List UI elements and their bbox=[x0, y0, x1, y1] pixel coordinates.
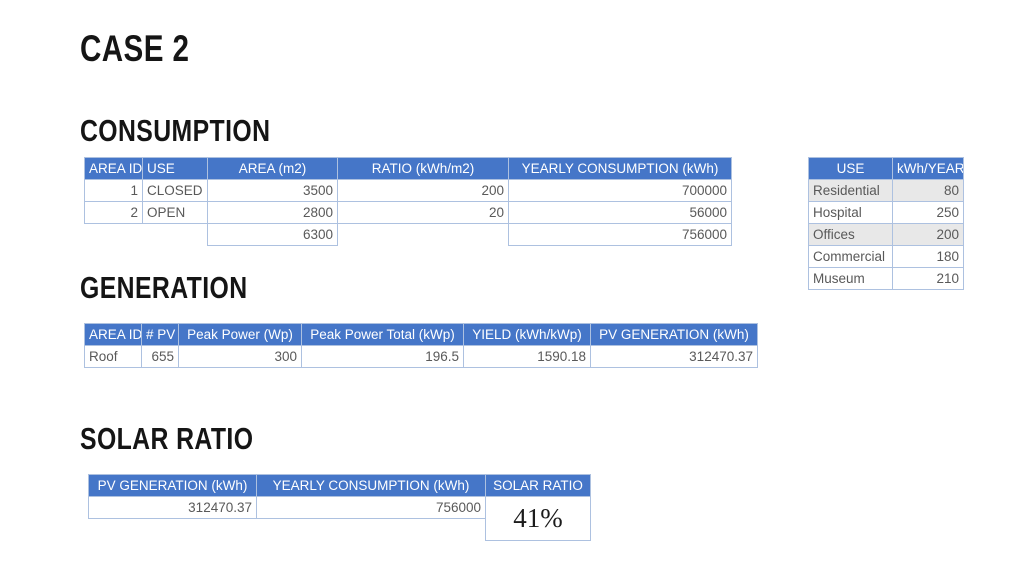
consumption-header-row: AREA ID USE AREA (m2) RATIO (kWh/m2) YEA… bbox=[84, 157, 732, 180]
consumption-heading: CONSUMPTION bbox=[80, 115, 318, 146]
generation-heading-text: GENERATION bbox=[80, 270, 248, 305]
page-title: CASE 2 bbox=[80, 30, 217, 67]
cell-use: CLOSED bbox=[142, 179, 208, 202]
cell-yield: 1590.18 bbox=[463, 345, 591, 368]
col-header-area: AREA (m2) bbox=[207, 157, 338, 180]
col-header-use: USE bbox=[808, 157, 893, 180]
col-header-area-id: AREA ID bbox=[84, 323, 142, 346]
generation-header-row: AREA ID # PV Peak Power (Wp) Peak Power … bbox=[84, 323, 758, 346]
generation-table: AREA ID # PV Peak Power (Wp) Peak Power … bbox=[84, 323, 758, 368]
table-row: 1 CLOSED 3500 200 700000 bbox=[84, 179, 732, 202]
cell-ratio: 20 bbox=[337, 201, 509, 224]
cell-yearly-total: 756000 bbox=[508, 223, 732, 246]
col-header-solar-ratio: SOLAR RATIO bbox=[485, 474, 591, 497]
cell-ratio: 200 bbox=[337, 179, 509, 202]
empty-cell bbox=[89, 519, 257, 541]
col-header-use: USE bbox=[142, 157, 208, 180]
cell-kwh-year: 210 bbox=[892, 267, 964, 290]
col-header-yearly-consumption: YEARLY CONSUMPTION (kWh) bbox=[256, 474, 486, 497]
cell-peak-power-total: 196.5 bbox=[301, 345, 464, 368]
col-header-kwh-year: kWh/YEAR bbox=[892, 157, 964, 180]
col-header-ratio: RATIO (kWh/m2) bbox=[337, 157, 509, 180]
consumption-table: AREA ID USE AREA (m2) RATIO (kWh/m2) YEA… bbox=[84, 157, 732, 246]
cell-pv-generation: 312470.37 bbox=[590, 345, 758, 368]
col-header-pv-generation: PV GENERATION (kWh) bbox=[88, 474, 257, 497]
cell-kwh-year: 80 bbox=[892, 179, 964, 202]
empty-cell bbox=[85, 224, 143, 246]
table-row: Offices 200 bbox=[808, 223, 964, 246]
cell-area-id: 2 bbox=[84, 201, 143, 224]
cell-use: OPEN bbox=[142, 201, 208, 224]
empty-cell bbox=[143, 224, 208, 246]
cell-area-id: Roof bbox=[84, 345, 142, 368]
col-header-num-pv: # PV bbox=[141, 323, 179, 346]
empty-cell bbox=[257, 519, 486, 541]
use-ratio-header-row: USE kWh/YEAR bbox=[808, 157, 964, 180]
cell-area: 2800 bbox=[207, 201, 338, 224]
col-header-yearly-consumption: YEARLY CONSUMPTION (kWh) bbox=[508, 157, 732, 180]
cell-yearly-consumption: 756000 bbox=[256, 496, 486, 519]
col-header-peak-power-total: Peak Power Total (kWp) bbox=[301, 323, 464, 346]
table-row: Commercial 180 bbox=[808, 245, 964, 268]
generation-heading: GENERATION bbox=[80, 272, 289, 303]
table-row: Hospital 250 bbox=[808, 201, 964, 224]
table-row: Residential 80 bbox=[808, 179, 964, 202]
use-ratio-reference-table: USE kWh/YEAR Residential 80 Hospital 250… bbox=[808, 157, 964, 290]
col-header-pv-generation: PV GENERATION (kWh) bbox=[590, 323, 758, 346]
table-row: 2 OPEN 2800 20 56000 bbox=[84, 201, 732, 224]
cell-yearly-consumption: 56000 bbox=[508, 201, 732, 224]
solar-ratio-heading: SOLAR RATIO bbox=[80, 423, 297, 454]
solar-ratio-heading-text: SOLAR RATIO bbox=[80, 421, 254, 456]
col-header-yield: YIELD (kWh/kWp) bbox=[463, 323, 591, 346]
cell-kwh-year: 180 bbox=[892, 245, 964, 268]
cell-use-type: Hospital bbox=[808, 201, 893, 224]
cell-yearly-consumption: 700000 bbox=[508, 179, 732, 202]
table-row: 312470.37 756000 41% bbox=[88, 496, 591, 541]
totals-row: 6300 756000 bbox=[85, 223, 732, 246]
cell-area-total: 6300 bbox=[207, 223, 338, 246]
cell-area-id: 1 bbox=[84, 179, 143, 202]
cell-use-type: Commercial bbox=[808, 245, 893, 268]
cell-area: 3500 bbox=[207, 179, 338, 202]
cell-pv-generation: 312470.37 bbox=[88, 496, 257, 519]
cell-use-type: Residential bbox=[808, 179, 893, 202]
col-header-area-id: AREA ID bbox=[84, 157, 143, 180]
consumption-heading-text: CONSUMPTION bbox=[80, 113, 271, 148]
cell-use-type: Museum bbox=[808, 267, 893, 290]
cell-solar-ratio-value: 41% bbox=[485, 496, 591, 541]
cell-kwh-year: 200 bbox=[892, 223, 964, 246]
cell-use-type: Offices bbox=[808, 223, 893, 246]
table-row: Museum 210 bbox=[808, 267, 964, 290]
page-title-text: CASE 2 bbox=[80, 28, 190, 69]
cell-num-pv: 655 bbox=[141, 345, 179, 368]
cell-kwh-year: 250 bbox=[892, 201, 964, 224]
solar-ratio-header-row: PV GENERATION (kWh) YEARLY CONSUMPTION (… bbox=[88, 474, 591, 497]
col-header-peak-power: Peak Power (Wp) bbox=[178, 323, 302, 346]
empty-cell bbox=[338, 224, 509, 246]
table-row: Roof 655 300 196.5 1590.18 312470.37 bbox=[84, 345, 758, 368]
cell-peak-power: 300 bbox=[178, 345, 302, 368]
solar-ratio-table: PV GENERATION (kWh) YEARLY CONSUMPTION (… bbox=[88, 474, 591, 541]
